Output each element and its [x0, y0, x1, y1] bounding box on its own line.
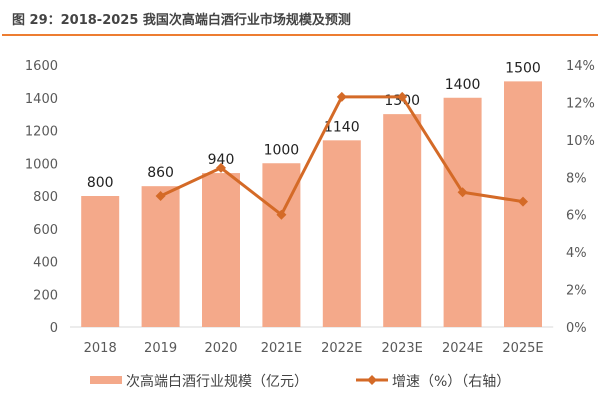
right-tick-label: 0%	[566, 321, 587, 336]
line-marker	[397, 91, 408, 102]
x-tick-label: 2020	[204, 341, 237, 356]
right-tick-label: 6%	[566, 209, 587, 224]
bar-data-label: 800	[87, 175, 114, 191]
left-tick-label: 600	[33, 223, 58, 238]
bar	[141, 186, 180, 327]
x-tick-label: 2018	[84, 341, 117, 356]
bar	[322, 140, 361, 327]
bar	[383, 114, 422, 327]
line-marker	[216, 162, 226, 173]
left-tick-label: 1000	[25, 157, 58, 172]
left-tick-label: 400	[33, 256, 58, 271]
bar-data-label: 1140	[324, 119, 360, 135]
left-tick-label: 1600	[25, 59, 58, 74]
right-tick-label: 8%	[566, 171, 587, 186]
right-tick-label: 10%	[566, 134, 595, 149]
right-tick-label: 14%	[566, 59, 595, 74]
title-divider	[2, 34, 598, 36]
line-marker	[457, 187, 468, 198]
left-tick-label: 200	[33, 288, 58, 303]
left-tick-label: 800	[33, 190, 58, 205]
legend-bar-swatch	[90, 376, 122, 384]
line-marker	[155, 191, 166, 201]
bar	[81, 196, 120, 327]
bar-data-label: 860	[147, 165, 174, 181]
bar-data-label: 1000	[264, 142, 300, 158]
right-tick-label: 4%	[566, 246, 587, 261]
x-tick-label: 2021E	[261, 341, 302, 356]
left-tick-label: 1400	[25, 92, 58, 107]
right-tick-label: 12%	[566, 96, 595, 111]
legend-line-marker	[367, 375, 377, 385]
line-marker	[336, 91, 347, 102]
x-tick-label: 2019	[144, 341, 177, 356]
right-tick-label: 2%	[566, 284, 587, 299]
x-tick-label: 2023E	[382, 341, 423, 356]
line-marker	[276, 209, 287, 220]
bar	[443, 97, 482, 327]
x-tick-label: 2024E	[442, 341, 483, 356]
line-marker	[518, 196, 528, 207]
left-tick-label: 0	[50, 321, 58, 336]
legend-line-label: 增速（%）（右轴）	[392, 374, 510, 390]
chart-title: 图 29：2018-2025 我国次高端白酒行业市场规模及预测	[12, 13, 351, 28]
bar-data-label: 1500	[505, 60, 541, 76]
x-tick-label: 2025E	[502, 341, 543, 356]
bar-data-label: 1400	[445, 77, 481, 93]
x-tick-label: 2022E	[321, 341, 362, 356]
left-tick-label: 1200	[25, 125, 58, 140]
legend-bar-label: 次高端白酒行业规模（亿元）	[126, 373, 308, 390]
bar-data-label: 940	[208, 152, 235, 168]
bar	[202, 173, 240, 327]
